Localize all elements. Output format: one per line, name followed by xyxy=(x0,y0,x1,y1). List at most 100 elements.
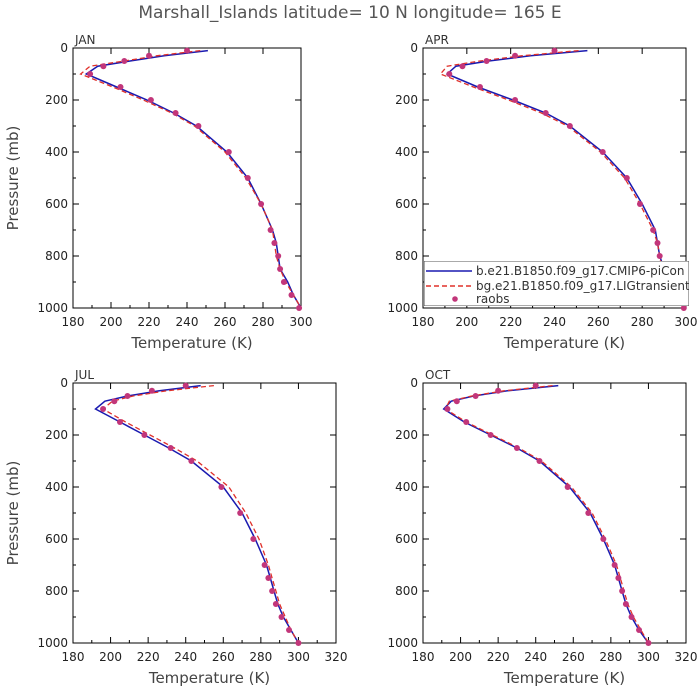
x-tick-label: 300 xyxy=(675,315,698,329)
raobs-point xyxy=(495,387,502,394)
raobs-point xyxy=(623,175,630,181)
raobs-point xyxy=(218,484,225,490)
y-tick-label: 200 xyxy=(45,428,68,442)
raobs-point xyxy=(650,227,657,233)
panel-oct: 180 200 220 240 260 280 300 320 0 200 400 600 800 100… xyxy=(387,368,697,687)
raobs-point xyxy=(258,201,265,207)
raobs-point xyxy=(622,601,629,607)
raobs-point xyxy=(100,63,107,70)
raobs-point xyxy=(476,84,483,90)
y-tick-label: 1000 xyxy=(387,301,418,315)
raobs-point xyxy=(295,640,302,646)
raobs-point xyxy=(463,419,470,425)
plot-frame xyxy=(422,382,687,644)
x-tick-label: 220 xyxy=(138,315,161,329)
raobs-point xyxy=(628,614,635,620)
raobs-point xyxy=(680,305,687,311)
legend-label-2: bg.e21.B1850.f09_g17.LIGtransient xyxy=(476,279,690,293)
y-tick-label: 1000 xyxy=(387,636,418,650)
raobs-point xyxy=(472,393,479,399)
x-tick-label: 320 xyxy=(675,650,698,664)
x-axis-label: Temperature (K) xyxy=(148,669,270,687)
series-line-2 xyxy=(79,49,302,309)
raobs-point xyxy=(619,588,626,594)
y-tick-label: 0 xyxy=(60,41,68,55)
raobs-point xyxy=(512,97,519,103)
x-tick-label: 280 xyxy=(252,315,275,329)
raobs-point xyxy=(87,71,94,77)
raobs-point xyxy=(188,458,195,464)
x-tick-label: 260 xyxy=(587,315,610,329)
raobs-point xyxy=(250,536,257,542)
x-tick-label: 180 xyxy=(412,315,435,329)
x-tick-label: 260 xyxy=(212,650,235,664)
raobs-point xyxy=(269,588,276,594)
y-tick-label: 800 xyxy=(395,249,418,263)
raobs-point xyxy=(600,536,607,542)
y-tick-label: 0 xyxy=(60,376,68,390)
x-tick-label: 220 xyxy=(137,650,160,664)
y-tick-label: 200 xyxy=(395,93,418,107)
raobs-point xyxy=(277,266,284,272)
x-tick-label: 260 xyxy=(214,315,237,329)
y-tick-label: 400 xyxy=(45,480,68,494)
raobs-point xyxy=(147,97,154,103)
raobs-point xyxy=(184,47,190,54)
raobs-point xyxy=(267,227,274,233)
raobs-point xyxy=(453,398,460,405)
raobs-point xyxy=(444,406,451,412)
y-tick-label: 200 xyxy=(45,93,68,107)
raobs-point xyxy=(585,510,592,516)
raobs-point xyxy=(611,562,618,568)
legend-box xyxy=(424,261,689,306)
raobs-point xyxy=(172,110,179,116)
x-tick-label: 320 xyxy=(325,650,348,664)
raobs-point xyxy=(296,305,303,311)
raobs-point xyxy=(146,52,152,59)
y-tick-label: 400 xyxy=(45,145,68,159)
plot-frame xyxy=(72,47,302,309)
x-tick-label: 200 xyxy=(99,650,122,664)
raobs-point xyxy=(542,110,549,116)
raobs-point xyxy=(656,253,663,259)
raobs-point xyxy=(272,601,279,607)
panel-label: JUL xyxy=(74,368,94,382)
x-tick-label: 200 xyxy=(455,315,478,329)
x-tick-label: 180 xyxy=(62,315,85,329)
raobs-point xyxy=(124,393,131,399)
y-tick-label: 1000 xyxy=(37,636,68,650)
x-tick-label: 180 xyxy=(412,650,435,664)
raobs-point xyxy=(271,240,278,246)
raobs-point xyxy=(532,382,539,389)
raobs-point xyxy=(275,253,282,259)
legend: b.e21.B1850.f09_g17.CMIP6-piCon bg.e21.B… xyxy=(424,261,690,306)
raobs-point xyxy=(564,484,571,490)
raobs-point xyxy=(182,382,189,389)
y-tick-label: 600 xyxy=(395,197,418,211)
raobs-point xyxy=(483,58,490,64)
panel-apr: 180 200 220 240 260 280 300 0 200 400 600 800 1000 AP… xyxy=(387,33,697,352)
legend-label-3: raobs xyxy=(476,292,510,306)
x-tick-label: 300 xyxy=(287,650,310,664)
y-tick-label: 800 xyxy=(45,249,68,263)
series-line-2 xyxy=(444,384,649,644)
raobs-point xyxy=(265,575,272,581)
x-tick-label: 300 xyxy=(637,650,660,664)
raobs-point xyxy=(121,58,128,64)
x-axis-label: Temperature (K) xyxy=(503,669,625,687)
raobs-point xyxy=(141,432,148,438)
y-tick-label: 400 xyxy=(395,145,418,159)
y-tick-label: 600 xyxy=(45,197,68,211)
x-tick-label: 240 xyxy=(524,650,547,664)
raobs-point xyxy=(446,71,453,77)
raobs-point xyxy=(615,575,622,581)
x-axis-label: Temperature (K) xyxy=(130,334,252,352)
raobs-point xyxy=(459,63,466,70)
x-tick-label: 220 xyxy=(499,315,522,329)
x-tick-label: 180 xyxy=(62,650,85,664)
x-tick-label: 240 xyxy=(543,315,566,329)
y-tick-label: 800 xyxy=(395,584,418,598)
raobs-point xyxy=(551,47,558,54)
plot-frame xyxy=(72,382,337,644)
